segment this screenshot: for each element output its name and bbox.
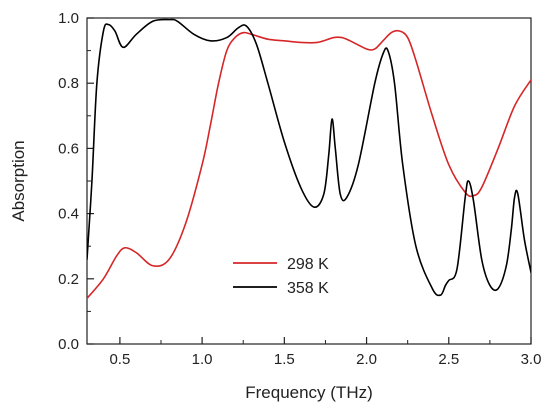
series-line-358-k [87, 18, 531, 297]
series-line-298-k [87, 29, 531, 300]
y-tick-label: 0.8 [58, 75, 79, 92]
legend: 298 K 358 K [233, 256, 329, 297]
legend-label: 358 K [287, 280, 329, 297]
y-tick-label: 0.0 [58, 336, 79, 353]
x-tick-label: 3.0 [521, 351, 542, 368]
x-tick-label: 0.5 [109, 351, 130, 368]
y-tick-label: 0.2 [58, 271, 79, 288]
y-tick-label: 0.4 [58, 206, 79, 223]
x-tick-label: 2.5 [438, 351, 459, 368]
x-tick-label: 2.0 [356, 351, 377, 368]
y-axis-title: Absorption [9, 140, 28, 221]
series-layer [87, 18, 531, 300]
x-tick-label: 1.5 [274, 351, 295, 368]
legend-label: 298 K [287, 256, 329, 273]
x-tick-label: 1.0 [192, 351, 213, 368]
y-tick-label: 1.0 [58, 10, 79, 27]
y-tick-label: 0.6 [58, 140, 79, 157]
x-axis-title: Frequency (THz) [245, 383, 373, 402]
axis-ticks: 0.5 1.0 1.5 2.0 2.5 3.0 0.0 0.2 0.4 0.6 0.8 1.0 [58, 10, 541, 368]
